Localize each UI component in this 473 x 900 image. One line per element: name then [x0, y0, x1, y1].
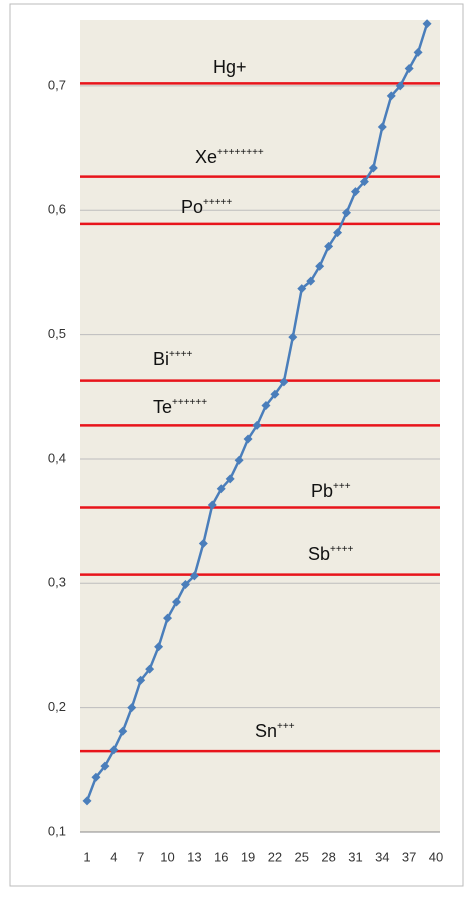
reference-name: Pb: [311, 481, 333, 501]
x-tick-label: 25: [295, 849, 309, 864]
data-point: [342, 208, 352, 218]
data-point: [171, 597, 181, 607]
x-tick-label: 19: [241, 849, 255, 864]
data-point: [234, 455, 244, 465]
data-point: [136, 675, 146, 685]
reference-label: Po+++++: [181, 197, 232, 217]
reference-name: Hg+: [213, 57, 247, 77]
reference-superscript: ++++++: [172, 397, 207, 408]
reference-name: Po: [181, 197, 203, 217]
data-point: [333, 228, 343, 238]
data-point: [368, 163, 378, 173]
reference-superscript: ++++: [169, 349, 193, 360]
x-tick-label: 37: [402, 849, 416, 864]
x-tick-label: 7: [137, 849, 144, 864]
data-point: [404, 63, 414, 73]
data-point: [395, 81, 405, 91]
reference-label: Hg+: [213, 57, 247, 77]
x-tick-label: 34: [375, 849, 389, 864]
data-point: [109, 745, 119, 755]
x-tick-label: 28: [321, 849, 335, 864]
y-tick-label: 0,6: [48, 202, 66, 217]
x-tick-label: 16: [214, 849, 228, 864]
y-tick-label: 0,7: [48, 77, 66, 92]
data-point: [198, 539, 208, 549]
data-point: [288, 332, 298, 342]
data-point: [252, 420, 262, 430]
data-point: [306, 276, 316, 286]
reference-name: Te: [153, 397, 172, 417]
y-tick-label: 0,3: [48, 575, 66, 590]
data-point: [163, 613, 173, 623]
reference-superscript: +++: [333, 481, 351, 492]
x-tick-label: 10: [160, 849, 174, 864]
reference-label: Bi++++: [153, 349, 193, 369]
data-point: [243, 434, 253, 444]
data-point: [118, 726, 128, 736]
reference-superscript: ++++: [330, 544, 354, 555]
data-point: [297, 284, 307, 294]
data-point: [377, 122, 387, 132]
reference-label: Xe++++++++: [195, 147, 264, 167]
data-point: [261, 400, 271, 410]
data-point: [422, 19, 432, 29]
reference-superscript: +++: [277, 721, 295, 732]
data-point: [324, 241, 334, 251]
x-tick-label: 4: [110, 849, 117, 864]
y-tick-label: 0,2: [48, 699, 66, 714]
x-tick-label: 22: [268, 849, 282, 864]
reference-superscript: ++++++++: [217, 147, 264, 158]
reference-name: Bi: [153, 349, 169, 369]
data-point: [145, 664, 155, 674]
data-point: [82, 796, 92, 806]
y-tick-label: 0,1: [48, 823, 66, 838]
data-point: [270, 389, 280, 399]
data-point: [386, 91, 396, 101]
reference-superscript: +++++: [203, 197, 232, 208]
y-tick-label: 0,4: [48, 450, 66, 465]
data-point: [315, 261, 325, 271]
reference-name: Xe: [195, 147, 217, 167]
data-point: [127, 703, 137, 713]
x-tick-label: 40: [429, 849, 443, 864]
data-point: [189, 571, 199, 581]
reference-name: Sb: [308, 544, 330, 564]
data-point: [91, 772, 101, 782]
y-tick-label: 0,5: [48, 326, 66, 341]
data-point: [100, 761, 110, 771]
data-point: [279, 377, 289, 387]
data-point: [207, 500, 217, 510]
reference-label: Pb+++: [311, 481, 351, 501]
x-tick-label: 31: [348, 849, 362, 864]
data-point: [154, 642, 164, 652]
data-point: [359, 177, 369, 187]
reference-label: Sb++++: [308, 544, 354, 564]
data-point: [413, 47, 423, 57]
reference-label: Te++++++: [153, 397, 207, 417]
data-point: [350, 187, 360, 197]
data-point: [180, 580, 190, 590]
x-tick-label: 13: [187, 849, 201, 864]
x-tick-label: 1: [83, 849, 90, 864]
data-point: [225, 474, 235, 484]
reference-label: Sn+++: [255, 721, 295, 741]
reference-name: Sn: [255, 721, 277, 741]
data-point: [216, 484, 226, 494]
